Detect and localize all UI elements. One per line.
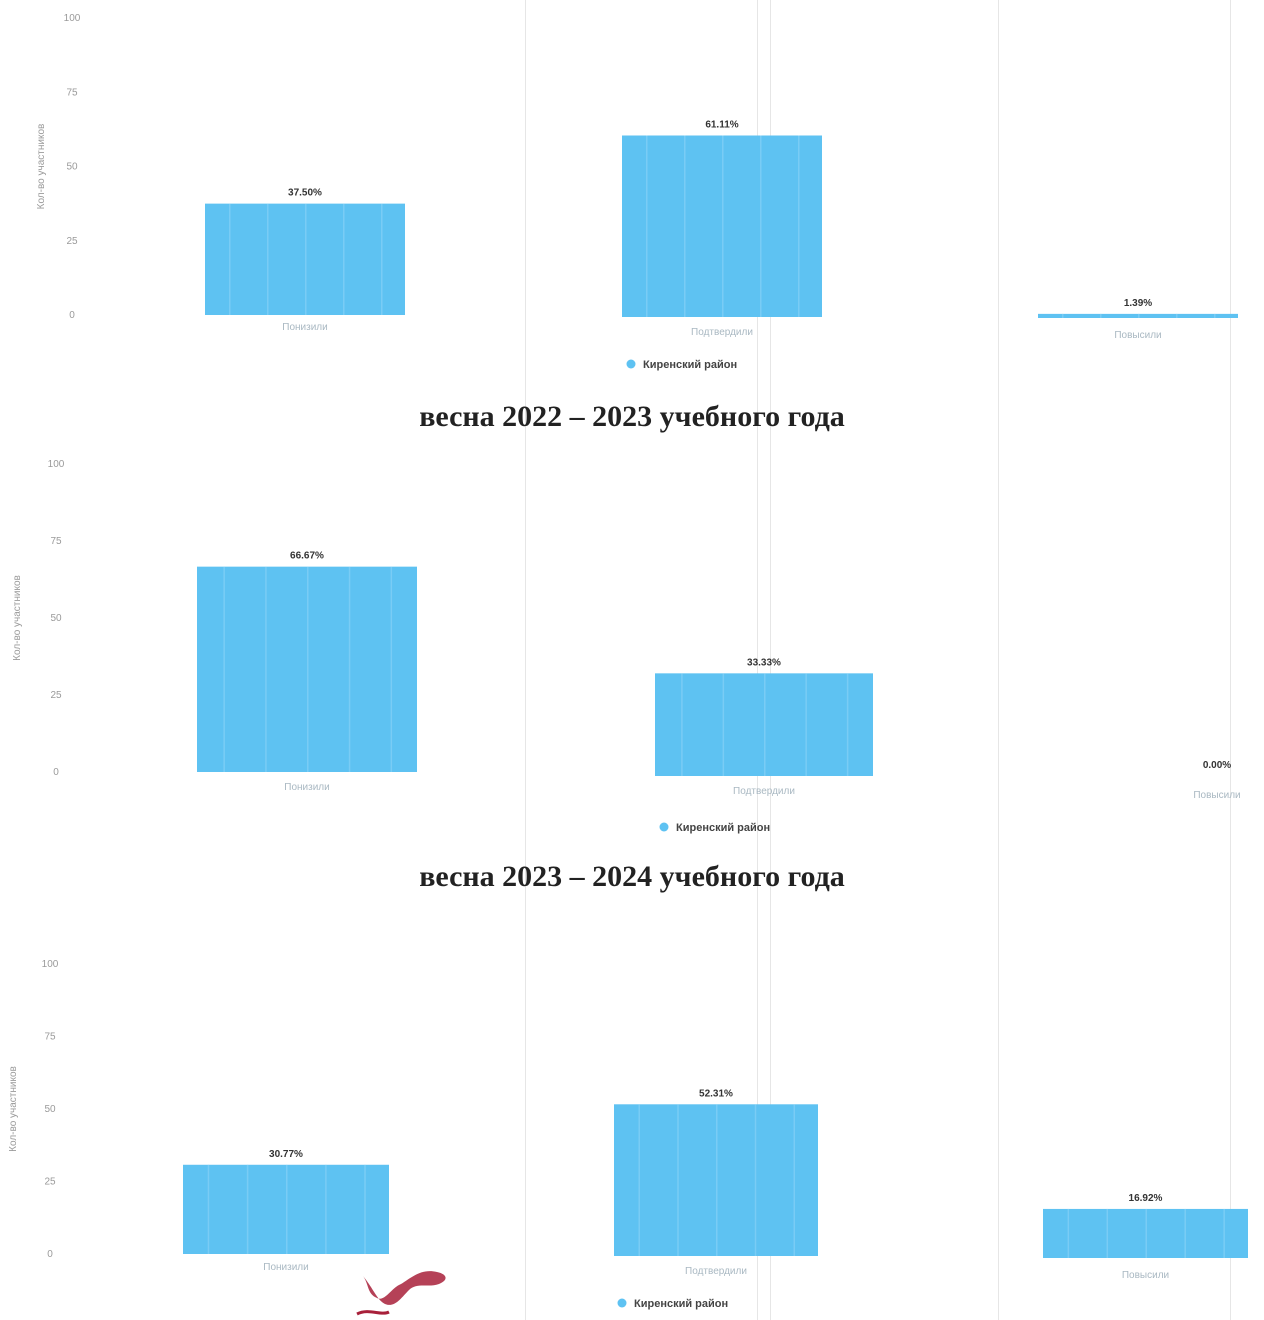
bar-texture <box>265 566 267 772</box>
legend-dot-icon <box>659 822 669 832</box>
data-label: 33.33% <box>747 657 781 668</box>
bar-texture <box>1145 1208 1147 1258</box>
bar-texture <box>764 673 766 776</box>
stamp-mark <box>356 1271 446 1316</box>
bar-texture <box>677 1104 679 1256</box>
bar-texture <box>229 203 231 315</box>
bar-texture <box>307 566 309 772</box>
bar-texture <box>305 203 307 315</box>
bar-texture <box>793 1104 796 1256</box>
bar-texture <box>716 1104 718 1256</box>
legend-label: Киренский район <box>634 1298 728 1310</box>
bar-texture <box>1100 313 1102 318</box>
y-tick-label: 25 <box>50 690 62 701</box>
y-tick-label: 25 <box>66 236 78 247</box>
section-title-2022-2023: весна 2022 – 2023 учебного года <box>419 400 845 433</box>
data-label: 66.67% <box>290 551 324 562</box>
data-label: 0.00% <box>1203 760 1231 771</box>
y-tick-label: 100 <box>42 959 59 970</box>
y-tick-label: 75 <box>44 1032 56 1043</box>
legend-dot-icon <box>626 359 636 369</box>
bar-texture <box>348 566 351 772</box>
bar-texture <box>760 135 762 317</box>
bar-texture <box>207 1164 210 1254</box>
grid-line <box>998 0 999 1320</box>
category-label: Понизили <box>284 782 329 793</box>
bar-texture <box>684 135 686 317</box>
bar-texture <box>1223 1208 1225 1258</box>
y-axis-label: Кол-во участников <box>36 124 47 210</box>
category-label: Подтвердили <box>691 327 753 338</box>
bar-texture <box>638 1104 640 1256</box>
bar-texture <box>381 203 383 315</box>
category-label: Понизили <box>263 1262 308 1273</box>
data-label: 61.11% <box>705 120 738 131</box>
category-label: Понизили <box>282 322 327 333</box>
bar-chart-1: 0 25 50 75 100 Кол-во участников 37.50% Понизил… <box>36 13 1238 371</box>
legend-label: Киренский район <box>676 822 770 834</box>
y-tick-label: 25 <box>44 1177 56 1188</box>
y-axis-label: Кол-во участников <box>12 575 23 661</box>
bar-chart-3: 0 25 50 75 100 Кол-во участников 30.77% Понизил… <box>8 959 1248 1310</box>
grid-line <box>770 0 771 1320</box>
bar-texture <box>1062 313 1064 318</box>
bar-texture <box>343 203 345 315</box>
bar-texture <box>267 203 269 315</box>
category-label: Повысили <box>1114 330 1161 341</box>
y-tick-label: 75 <box>66 87 78 98</box>
bar-texture <box>1176 313 1178 318</box>
category-label: Подтвердили <box>685 1266 747 1277</box>
bar-texture <box>805 673 807 776</box>
bar-texture <box>1138 313 1140 318</box>
data-label: 30.77% <box>269 1149 303 1160</box>
grid-line <box>1230 0 1231 1320</box>
legend-dot-icon <box>617 1298 627 1308</box>
legend-label: Киренский район <box>643 359 737 371</box>
y-tick-label: 50 <box>50 613 62 624</box>
bar-texture <box>1067 1208 1070 1258</box>
y-axis-label: Кол-во участников <box>8 1066 19 1152</box>
y-tick-label: 0 <box>53 767 59 778</box>
bar-texture <box>246 1164 249 1254</box>
bar-texture <box>722 673 725 776</box>
y-tick-label: 100 <box>64 13 81 24</box>
bar-texture <box>681 673 683 776</box>
category-label: Повысили <box>1122 1270 1169 1281</box>
bar-texture <box>846 673 849 776</box>
bar-chart-2: 0 25 50 75 100 Кол-во участников 66.67% Понизил… <box>12 459 1241 834</box>
data-label: 1.39% <box>1124 298 1152 309</box>
bar-texture <box>223 566 225 772</box>
grid-line <box>525 0 526 1320</box>
bar-texture <box>722 135 724 317</box>
y-tick-label: 0 <box>47 1249 53 1260</box>
bar-texture <box>1106 1208 1109 1258</box>
bar-texture <box>286 1164 288 1254</box>
y-tick-label: 50 <box>66 162 78 173</box>
y-tick-label: 50 <box>44 1104 56 1115</box>
bar-texture <box>646 135 648 317</box>
section-title-2023-2024: весна 2023 – 2024 учебного года <box>419 860 845 893</box>
grid-line <box>757 0 758 1320</box>
y-tick-label: 75 <box>50 536 62 547</box>
bar-texture <box>1214 313 1216 318</box>
data-label: 37.50% <box>288 188 322 199</box>
y-tick-label: 100 <box>48 459 65 470</box>
data-label: 52.31% <box>699 1088 733 1099</box>
bar-texture <box>798 135 800 317</box>
bar-texture <box>1184 1208 1186 1258</box>
bar-texture <box>325 1164 327 1254</box>
bar-texture <box>754 1104 757 1256</box>
category-label: Повысили <box>1193 790 1240 801</box>
bar-texture <box>364 1164 366 1254</box>
data-label: 16.92% <box>1129 1193 1163 1204</box>
category-label: Подтвердили <box>733 786 795 797</box>
bar-texture <box>390 566 393 772</box>
y-tick-label: 0 <box>69 310 75 321</box>
